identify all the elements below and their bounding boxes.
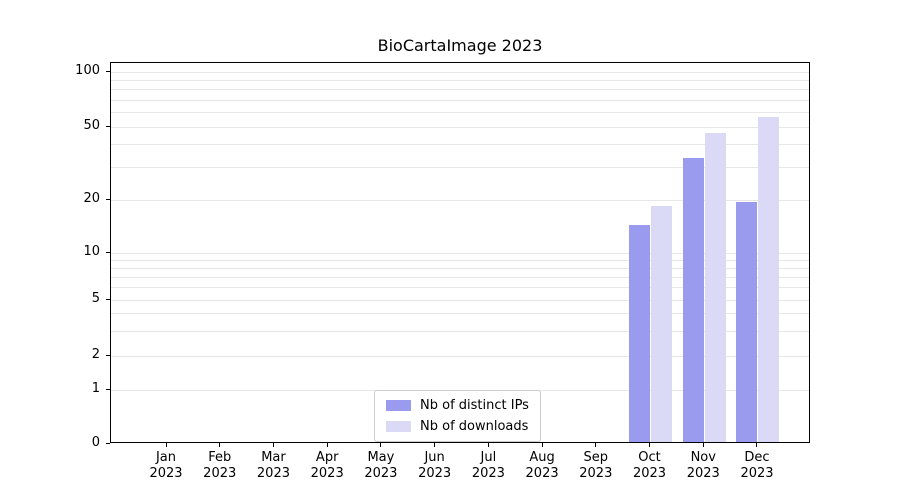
x-axis-tick-label: Dec 2023: [730, 450, 784, 482]
gridline: [111, 79, 809, 81]
gridline: [111, 99, 809, 101]
x-axis-tick-label: Sep 2023: [569, 450, 623, 482]
x-axis-tick-mark: [326, 443, 328, 447]
x-axis-year-label: 2023: [632, 466, 667, 481]
bar-downloads-nov: [704, 133, 726, 442]
y-axis-tick-label: 5: [91, 291, 100, 306]
gridline: [111, 267, 809, 269]
x-axis-year-label: 2023: [579, 466, 613, 481]
y-axis-tick-label: 1: [91, 381, 100, 396]
gridline: [111, 276, 809, 278]
y-axis-tick-label: 50: [83, 118, 100, 133]
x-axis-tick-mark: [702, 443, 704, 447]
gridline: [111, 167, 809, 169]
gridline: [111, 330, 809, 332]
y-axis-tick-mark: [106, 251, 110, 253]
legend-swatch-distinct-ips: [386, 400, 411, 411]
gridline: [111, 313, 809, 315]
legend: Nb of distinct IPs Nb of downloads: [374, 390, 541, 442]
x-axis-tick-mark: [219, 443, 221, 447]
y-axis-tick-label: 10: [83, 244, 100, 259]
x-axis-year-label: 2023: [364, 466, 398, 481]
x-axis-year-label: 2023: [203, 466, 237, 481]
x-axis-tick-label: May 2023: [354, 450, 408, 482]
gridline: [111, 199, 809, 201]
bar-distinct-ips-oct: [629, 225, 651, 442]
x-axis-tick-mark: [487, 443, 489, 447]
x-axis-tick-mark: [380, 443, 382, 447]
y-axis-tick-mark: [106, 70, 110, 72]
x-axis-tick-label: Apr 2023: [300, 450, 354, 482]
gridline: [111, 126, 809, 128]
y-axis-tick-label: 20: [83, 191, 100, 206]
x-axis-tick-label: Jun 2023: [408, 450, 462, 482]
y-axis-tick-label: 0: [91, 435, 100, 450]
legend-label-distinct-ips: Nb of distinct IPs: [420, 398, 529, 413]
plot-area: Nb of distinct IPs Nb of downloads: [110, 62, 810, 443]
x-axis-year-label: 2023: [149, 466, 183, 481]
x-axis-tick-label: Oct 2023: [623, 450, 677, 482]
y-axis-tick-label: 2: [91, 347, 100, 362]
y-axis-tick-mark: [106, 298, 110, 300]
legend-label-downloads: Nb of downloads: [420, 419, 529, 434]
x-axis-year-label: 2023: [471, 466, 505, 481]
x-axis-tick-mark: [756, 443, 758, 447]
gridline: [111, 287, 809, 289]
x-axis-year-label: 2023: [686, 466, 720, 481]
x-axis-tick-mark: [165, 443, 167, 447]
x-axis-tick-label: Feb 2023: [193, 450, 247, 482]
x-axis-year-label: 2023: [740, 466, 774, 481]
gridline: [111, 144, 809, 146]
y-axis-tick-mark: [106, 388, 110, 390]
x-axis-tick-label: Jan 2023: [139, 450, 193, 482]
bar-downloads-dec: [758, 117, 780, 442]
gridline: [111, 112, 809, 114]
x-axis-tick-mark: [649, 443, 651, 447]
legend-item-distinct-ips: Nb of distinct IPs: [386, 398, 529, 413]
gridline: [111, 252, 809, 254]
gridline: [111, 355, 809, 357]
x-axis-year-label: 2023: [525, 466, 559, 481]
legend-item-downloads: Nb of downloads: [386, 419, 529, 434]
gridline: [111, 89, 809, 91]
legend-swatch-downloads: [386, 421, 411, 432]
y-axis-tick-mark: [106, 442, 110, 444]
x-axis-year-label: 2023: [310, 466, 344, 481]
x-axis-tick-label: Mar 2023: [246, 450, 300, 482]
x-axis-tick-label: Nov 2023: [676, 450, 730, 482]
x-axis-tick-mark: [595, 443, 597, 447]
gridline: [111, 259, 809, 261]
x-axis-tick-mark: [541, 443, 543, 447]
y-axis-tick-mark: [106, 125, 110, 127]
x-axis-year-label: 2023: [418, 466, 452, 481]
x-axis-tick-label: Jul 2023: [461, 450, 515, 482]
x-axis-tick-mark: [434, 443, 436, 447]
x-axis-tick-label: Aug 2023: [515, 450, 569, 482]
gridline: [111, 71, 809, 73]
chart-title: BioCartaImage 2023: [377, 36, 543, 55]
y-axis-tick-mark: [106, 354, 110, 356]
y-axis-tick-mark: [106, 198, 110, 200]
x-axis-tick-mark: [272, 443, 274, 447]
gridline: [111, 299, 809, 301]
bar-downloads-oct: [651, 206, 673, 442]
x-axis-year-label: 2023: [256, 466, 290, 481]
y-axis-tick-label: 100: [75, 63, 100, 78]
bar-distinct-ips-nov: [682, 158, 704, 442]
bar-distinct-ips-dec: [736, 201, 758, 442]
